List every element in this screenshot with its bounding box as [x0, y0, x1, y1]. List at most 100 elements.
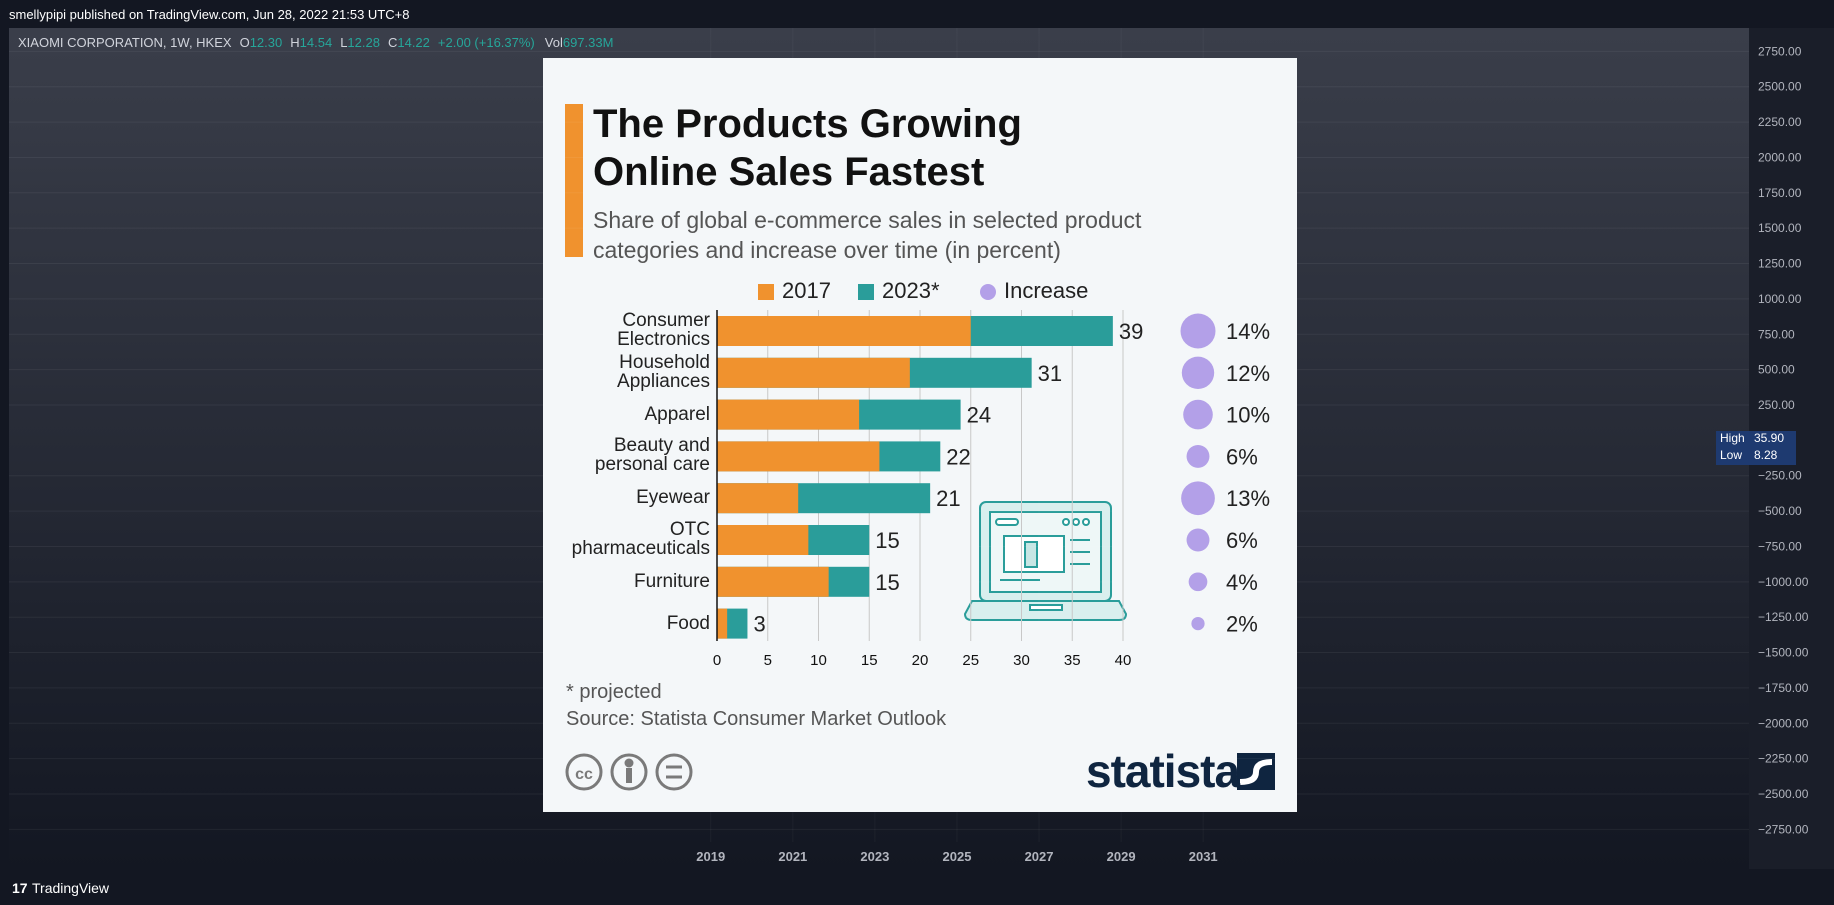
x-tick-label: 40	[1115, 652, 1132, 669]
price-tick-label: 1500.00	[1758, 221, 1802, 235]
legend-label: Increase	[1004, 278, 1089, 303]
bar	[717, 399, 860, 430]
time-tick-label: 2029	[1107, 849, 1136, 864]
bubble	[1181, 481, 1215, 516]
bar	[717, 357, 910, 388]
bubble	[1181, 356, 1215, 390]
x-tick-label: 5	[764, 652, 772, 669]
category-label: Food	[666, 612, 710, 634]
bubble-label: 14%	[1226, 319, 1270, 344]
chart-subtitle: Share of global e-commerce sales in sele…	[593, 207, 1142, 263]
bubble	[1186, 528, 1210, 552]
symbol-row: XIAOMI CORPORATION, 1W, HKEX O 12.30 H 14.5…	[18, 36, 613, 49]
source: Source: Statista Consumer Market Outlook	[566, 708, 947, 730]
x-tick-label: 35	[1064, 652, 1081, 669]
value-label: 31	[1038, 361, 1062, 386]
category-label: Eyewear	[636, 487, 710, 509]
value-label: 39	[1119, 319, 1143, 344]
ohlc-key: O	[239, 35, 250, 50]
value-label: 3	[753, 612, 765, 637]
ohlc-key: H	[290, 35, 300, 50]
price-tick-label: −2750.00	[1758, 822, 1809, 836]
bar	[717, 441, 880, 472]
value-label: 24	[967, 403, 991, 428]
price-tick-label: 1250.00	[1758, 257, 1802, 271]
bubble-label: 13%	[1226, 486, 1270, 511]
price-tick-label: −1500.00	[1758, 646, 1809, 660]
legend-label: 2023*	[882, 278, 940, 303]
brand: TradingView	[32, 880, 110, 896]
change: +2.00 (+16.37%)	[437, 35, 535, 50]
price-tick-label: 2750.00	[1758, 44, 1802, 58]
bubble-label: 2%	[1226, 612, 1258, 637]
chart-title: The Products Growing Online Sales Fastes…	[593, 102, 1022, 194]
title-accent	[565, 104, 583, 257]
x-tick-label: 0	[713, 652, 721, 669]
low-value: 8.28	[1750, 448, 1796, 465]
category-label: Apparel	[644, 403, 711, 425]
price-tick-label: 1750.00	[1758, 186, 1802, 200]
bar	[717, 483, 799, 514]
bubble-label: 10%	[1226, 403, 1270, 428]
bubble-label: 6%	[1226, 528, 1258, 553]
statista-mark	[1237, 753, 1275, 790]
svg-text:cc: cc	[575, 766, 593, 783]
bar	[717, 525, 809, 555]
time-tick-label: 2021	[778, 849, 807, 864]
time-tick-label: 2019	[696, 849, 725, 864]
price-tick-label: −1250.00	[1758, 610, 1809, 624]
bar	[717, 566, 829, 597]
legend-swatch	[758, 284, 774, 300]
price-tick-label: −2250.00	[1758, 752, 1809, 766]
category-label: Consumer Electronics	[617, 310, 710, 350]
price-tick-label: −1000.00	[1758, 575, 1809, 589]
price-tick-label: 2250.00	[1758, 115, 1802, 129]
price-tick-label: 2500.00	[1758, 80, 1802, 94]
high-value: 35.90	[1750, 431, 1796, 448]
price-tick-label: −2500.00	[1758, 787, 1809, 801]
bar	[717, 316, 971, 346]
ohlc-value: 12.28	[347, 35, 380, 50]
ohlc-value: 12.30	[249, 35, 283, 50]
bubble	[1183, 399, 1213, 430]
high-label: High	[1716, 431, 1750, 448]
laptop-illustration	[963, 501, 1128, 621]
license-icons: cc	[565, 753, 693, 791]
time-tick-label: 2025	[943, 849, 972, 864]
low-label: Low	[1716, 448, 1750, 465]
vol-key: Vol	[544, 35, 563, 50]
ohlc-value: 14.54	[299, 35, 333, 50]
ohlc-value: 14.22	[397, 35, 430, 50]
legend-label: 2017	[782, 278, 831, 303]
price-tick-label: 1000.00	[1758, 292, 1802, 306]
time-tick-label: 2023	[860, 849, 889, 864]
price-tick-label: −1750.00	[1758, 681, 1809, 695]
price-tick-label: −750.00	[1758, 539, 1802, 553]
value-label: 15	[875, 570, 899, 595]
statista-logo: statista	[1086, 745, 1240, 797]
ohlc-key: L	[340, 35, 348, 50]
footnote: * projected	[566, 681, 662, 703]
bubble	[1191, 616, 1205, 631]
category-label: Beauty and personal care	[594, 435, 710, 476]
legend-swatch	[980, 284, 996, 300]
time-tick-label: 2027	[1025, 849, 1054, 864]
price-tick-label: 500.00	[1758, 363, 1795, 377]
x-tick-label: 30	[1013, 652, 1030, 669]
bubble	[1188, 572, 1208, 592]
time-tick-label: 2031	[1189, 849, 1218, 864]
x-tick-label: 20	[912, 652, 929, 669]
value-label: 22	[946, 444, 970, 469]
bubble-label: 6%	[1226, 444, 1258, 469]
category-label: OTC pharmaceuticals	[571, 519, 710, 559]
x-tick-label: 15	[861, 652, 878, 669]
x-tick-label: 25	[962, 652, 979, 669]
price-tick-label: −500.00	[1758, 504, 1802, 518]
value-label: 21	[936, 486, 960, 511]
legend-swatch	[858, 284, 874, 300]
bubble-label: 4%	[1226, 570, 1258, 595]
value-label: 15	[875, 528, 899, 553]
category-label: Furniture	[633, 570, 710, 592]
